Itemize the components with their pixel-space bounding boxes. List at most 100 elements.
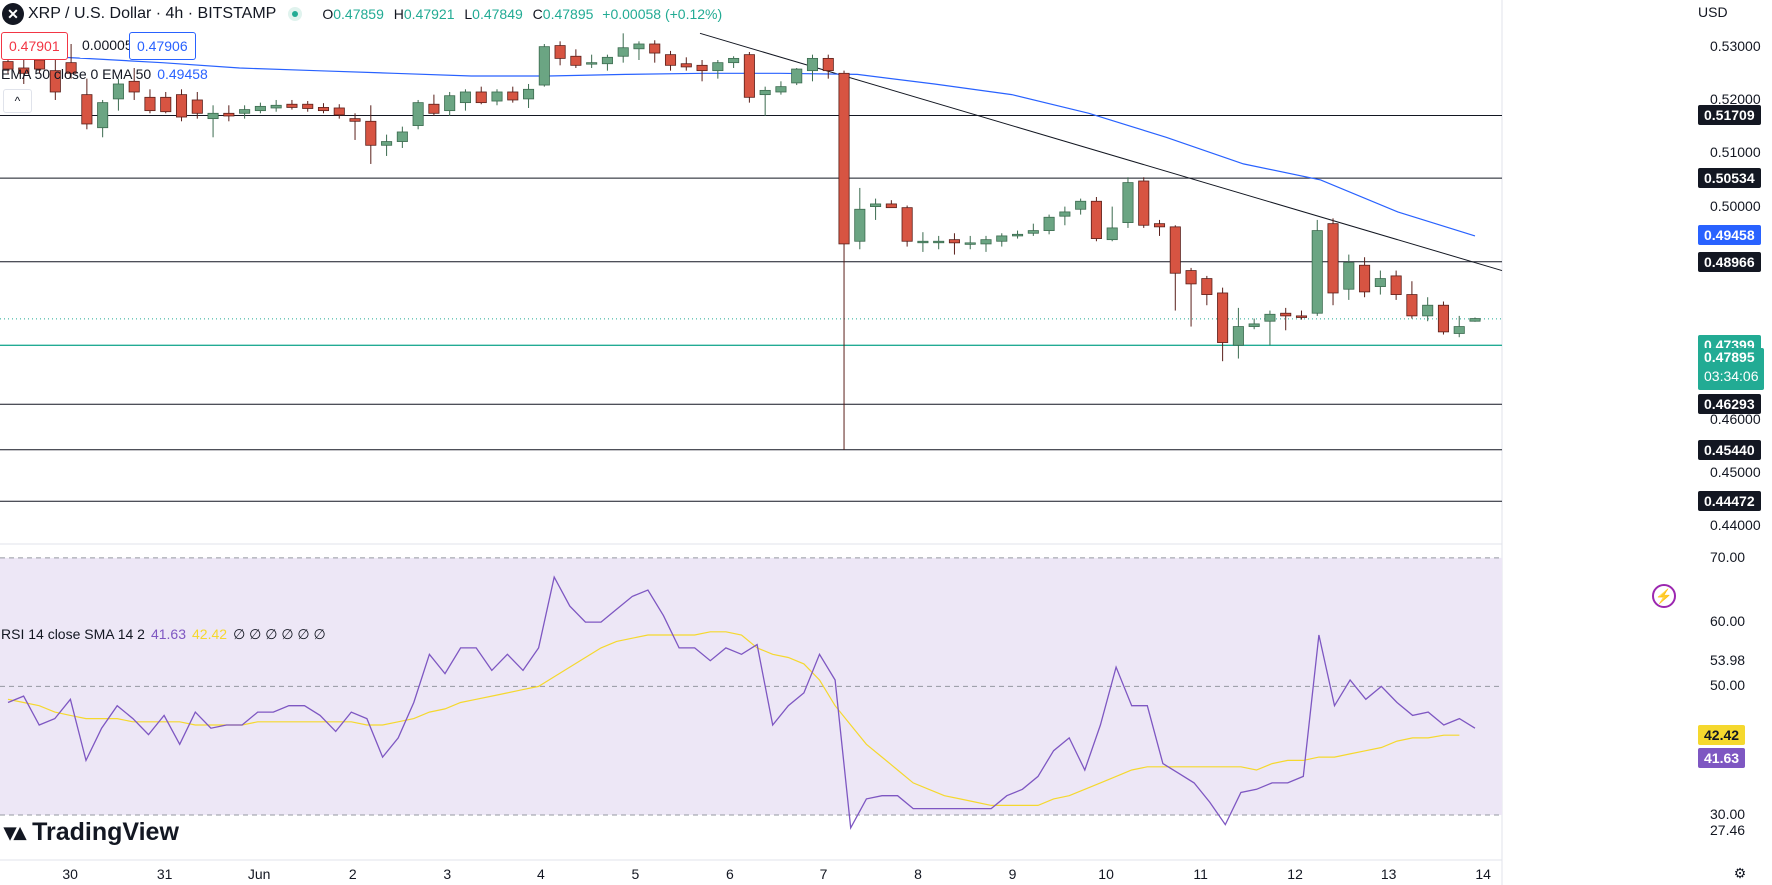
candle-39 — [617, 33, 629, 63]
price-tick-0: 0.53000 — [1710, 37, 1761, 54]
rsi-value-tag: 41.63 — [1698, 748, 1746, 769]
candle-6 — [97, 99, 109, 138]
high-value: 0.47921 — [403, 6, 455, 22]
symbol-title[interactable]: XRP / U.S. Dollar · 4h · BITSTAMP — [28, 5, 277, 22]
candle-63 — [996, 233, 1008, 247]
candle-body-34 — [538, 46, 550, 86]
candle-30 — [475, 86, 487, 105]
candle-67 — [1059, 206, 1071, 226]
last-price-value: 0.47895 — [1704, 349, 1755, 365]
time-label-1: 31 — [156, 866, 173, 882]
sell-price-button[interactable]: 0.47901 — [1, 32, 68, 60]
candle-72 — [1138, 177, 1150, 228]
candle-54 — [854, 187, 866, 250]
candle-body-22 — [349, 118, 361, 122]
candle-body-47 — [743, 54, 755, 98]
candle-70 — [1106, 206, 1118, 242]
candle-body-66 — [1043, 216, 1055, 231]
candle-48 — [759, 86, 771, 116]
candle-body-33 — [523, 88, 535, 100]
candle-45 — [712, 59, 724, 79]
candle-84 — [1327, 218, 1339, 306]
candle-body-12 — [191, 99, 203, 114]
candle-22 — [349, 113, 361, 140]
candle-body-88 — [1390, 275, 1402, 295]
candle-body-51 — [806, 57, 819, 72]
time-label-10: 9 — [1008, 866, 1017, 882]
candle-body-0 — [2, 61, 14, 70]
time-label-9: 8 — [914, 866, 922, 882]
candle-12 — [191, 91, 203, 119]
collapse-legend-button[interactable]: ^ — [3, 89, 32, 113]
candle-93 — [1469, 317, 1481, 322]
close-value: 0.47895 — [542, 6, 594, 22]
level-tag-2: 0.48966 — [1698, 251, 1761, 272]
low-label: L — [464, 6, 473, 22]
candle-body-31 — [491, 91, 503, 102]
candle-81 — [1280, 307, 1292, 331]
candle-90 — [1422, 297, 1434, 322]
candle-18 — [286, 99, 298, 110]
candle-64 — [1012, 230, 1024, 239]
settings-gear-icon[interactable]: ⚙ — [1733, 865, 1747, 881]
watermark-text: TradingView — [32, 818, 179, 846]
candle-62 — [980, 235, 992, 252]
chart-header: ✕ XRP / U.S. Dollar · 4h · BITSTAMP O0.4… — [0, 0, 722, 28]
time-label-15: 14 — [1475, 866, 1491, 882]
candle-body-37 — [586, 62, 598, 65]
trendline-layer — [699, 32, 1503, 272]
time-label-2: Jun — [247, 866, 271, 882]
candle-73 — [1153, 219, 1166, 236]
bar-countdown: 03:34:06 — [1704, 368, 1759, 384]
candle-body-57 — [901, 207, 913, 242]
candle-body-48 — [759, 89, 771, 96]
candle-86 — [1359, 257, 1371, 298]
alert-bolt-icon[interactable]: ⚡ — [1652, 584, 1676, 608]
candle-91 — [1437, 301, 1449, 335]
spread-value: 0.00005 — [78, 32, 137, 58]
candle-65 — [1027, 223, 1039, 236]
level-tag-1: 0.50534 — [1698, 168, 1761, 189]
candle-body-43 — [680, 63, 692, 68]
ema-legend[interactable]: EMA 50 close 0 EMA 50 0.49458 — [1, 66, 208, 82]
open-label: O — [322, 6, 334, 22]
candle-body-56 — [885, 203, 897, 209]
candle-82 — [1295, 310, 1308, 320]
open-value: 0.47859 — [333, 6, 384, 22]
candle-body-5 — [81, 94, 93, 125]
candle-body-36 — [570, 55, 582, 66]
rsi-line — [7, 575, 1476, 831]
candle-3 — [49, 57, 61, 100]
candle-body-81 — [1280, 312, 1292, 317]
candle-27 — [428, 94, 440, 116]
currency-selector[interactable]: USD — [1698, 4, 1728, 20]
rsi-legend[interactable]: RSI 14 close SMA 14 2 41.63 42.42 ∅ ∅ ∅ ∅ ∅… — [1, 626, 326, 643]
candle-body-68 — [1075, 200, 1087, 210]
candle-body-59 — [933, 240, 945, 244]
candle-35 — [554, 41, 566, 66]
candle-body-8 — [128, 80, 140, 93]
candle-37 — [586, 54, 598, 68]
candle-body-15 — [239, 109, 251, 114]
level-tag-4: 0.46293 — [1698, 394, 1761, 415]
high-label: H — [393, 6, 404, 22]
rsi-legend-label: RSI 14 close SMA 14 2 — [1, 626, 145, 642]
candle-body-26 — [412, 102, 424, 126]
candle-body-50 — [791, 68, 803, 84]
candle-43 — [680, 57, 692, 71]
ohlc-values: O0.47859 H0.47921 L0.47849 C0.47895 +0.0… — [316, 6, 722, 22]
candle-body-40 — [633, 43, 645, 50]
ema-legend-label: EMA 50 close 0 EMA 50 — [1, 66, 152, 82]
candle-body-45 — [712, 62, 724, 72]
candle-80 — [1264, 310, 1276, 346]
candle-38 — [601, 54, 613, 71]
tradingview-logo-icon: ▾▴ — [4, 819, 26, 846]
time-label-5: 4 — [536, 866, 545, 882]
candle-77 — [1217, 287, 1229, 362]
rsi-sma-line — [7, 631, 1460, 807]
candle-body-27 — [428, 103, 440, 114]
buy-price-button[interactable]: 0.47906 — [129, 32, 196, 60]
market-open-dot-icon — [288, 7, 303, 21]
candle-body-18 — [286, 103, 298, 108]
